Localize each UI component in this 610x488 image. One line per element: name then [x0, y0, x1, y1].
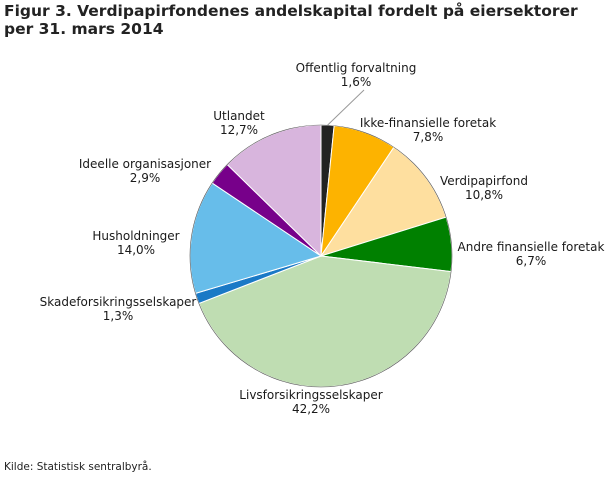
slice-name-label: Utlandet: [213, 109, 265, 123]
slice-value-label: 10,8%: [465, 188, 503, 202]
slice-value-label: 7,8%: [413, 130, 444, 144]
slice-name-label: Andre finansielle foretak: [458, 240, 605, 254]
slice-name-label: Husholdninger: [92, 229, 179, 243]
slice-name-label: Verdipapirfond: [440, 174, 528, 188]
chart-title: Figur 3. Verdipapirfondenes andelskapita…: [4, 2, 578, 38]
slice-name-label: Livsforsikringsselskaper: [239, 388, 382, 402]
slice-name-label: Skadeforsikringsselskaper: [40, 295, 197, 309]
slice-value-label: 42,2%: [292, 402, 330, 416]
slice-value-label: 14,0%: [117, 243, 155, 257]
pie-slices: [189, 124, 453, 388]
slice-value-label: 1,6%: [341, 75, 372, 89]
offentlig-leader-line: [327, 89, 365, 126]
slice-value-label: 6,7%: [516, 254, 547, 268]
slice-name-label: Ikke-finansielle foretak: [360, 116, 496, 130]
slice-name-label: Offentlig forvaltning: [296, 61, 417, 75]
slice-value-label: 1,3%: [103, 309, 134, 323]
slice-value-label: 12,7%: [220, 123, 258, 137]
source-note: Kilde: Statistisk sentralbyrå.: [4, 461, 152, 473]
slice-value-label: 2,9%: [130, 171, 161, 185]
slice-name-label: Ideelle organisasjoner: [79, 157, 211, 171]
pie-outline: [189, 124, 453, 388]
